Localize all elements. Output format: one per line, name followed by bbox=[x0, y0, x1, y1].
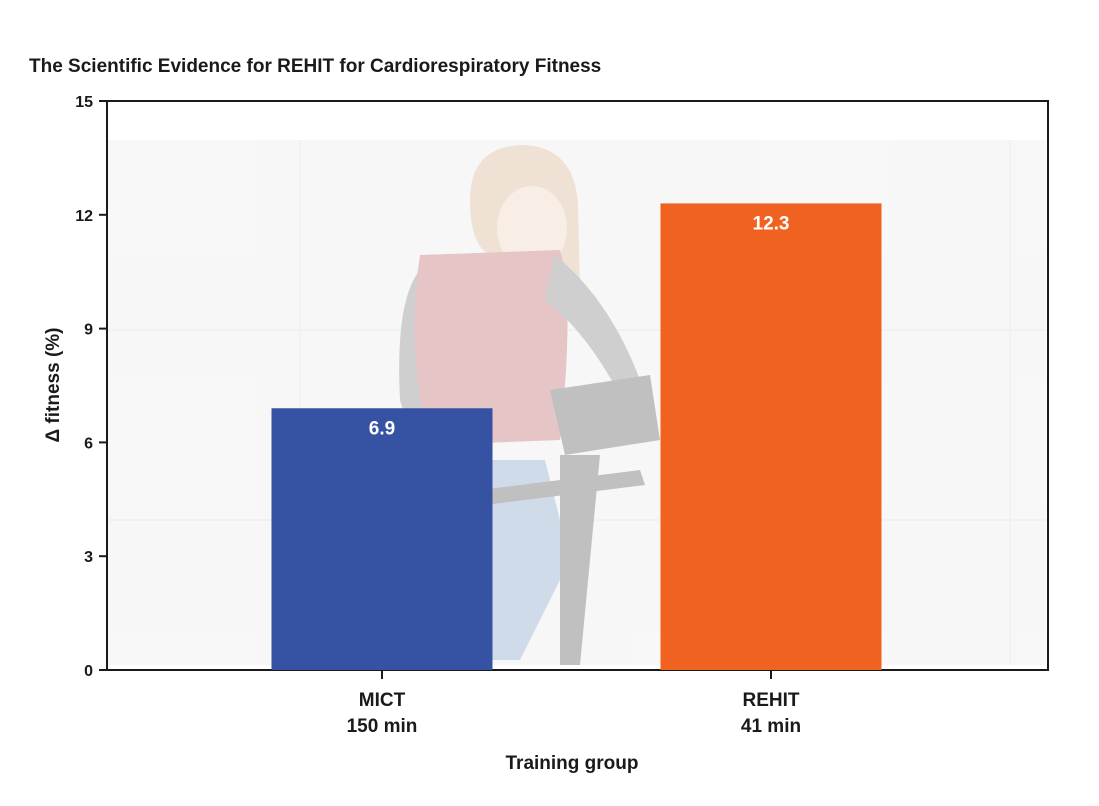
category-label-line2: 41 min bbox=[741, 716, 801, 737]
y-axis-ticks: 0 3 6 9 12 15 bbox=[75, 94, 107, 680]
y-tick-label: 9 bbox=[84, 322, 93, 339]
y-tick-label: 0 bbox=[84, 663, 93, 680]
x-axis-ticks bbox=[381, 670, 772, 679]
y-tick-label: 12 bbox=[75, 208, 93, 225]
bars bbox=[271, 203, 882, 671]
value-labels: 6.9 12.3 bbox=[369, 213, 790, 439]
y-tick-label: 3 bbox=[84, 549, 93, 566]
category-label-line1: MICT bbox=[359, 690, 406, 711]
bar bbox=[271, 408, 493, 670]
category-labels: MICT 150 min REHIT 41 min bbox=[347, 690, 801, 737]
bar-value-label: 6.9 bbox=[369, 418, 395, 439]
y-tick-label: 6 bbox=[84, 435, 93, 452]
x-axis-label: Training group bbox=[506, 753, 639, 774]
chart-title: The Scientific Evidence for REHIT for Ca… bbox=[29, 56, 601, 77]
background-photo bbox=[108, 140, 1046, 665]
category-label-line2: 150 min bbox=[347, 716, 418, 737]
plot-frame bbox=[106, 100, 1049, 671]
y-tick-label: 15 bbox=[75, 94, 93, 111]
bar-value-label: 12.3 bbox=[753, 213, 790, 234]
bar bbox=[660, 203, 882, 671]
y-axis-label: Δ fitness (%) bbox=[43, 327, 64, 442]
category-label-line1: REHIT bbox=[743, 690, 800, 711]
